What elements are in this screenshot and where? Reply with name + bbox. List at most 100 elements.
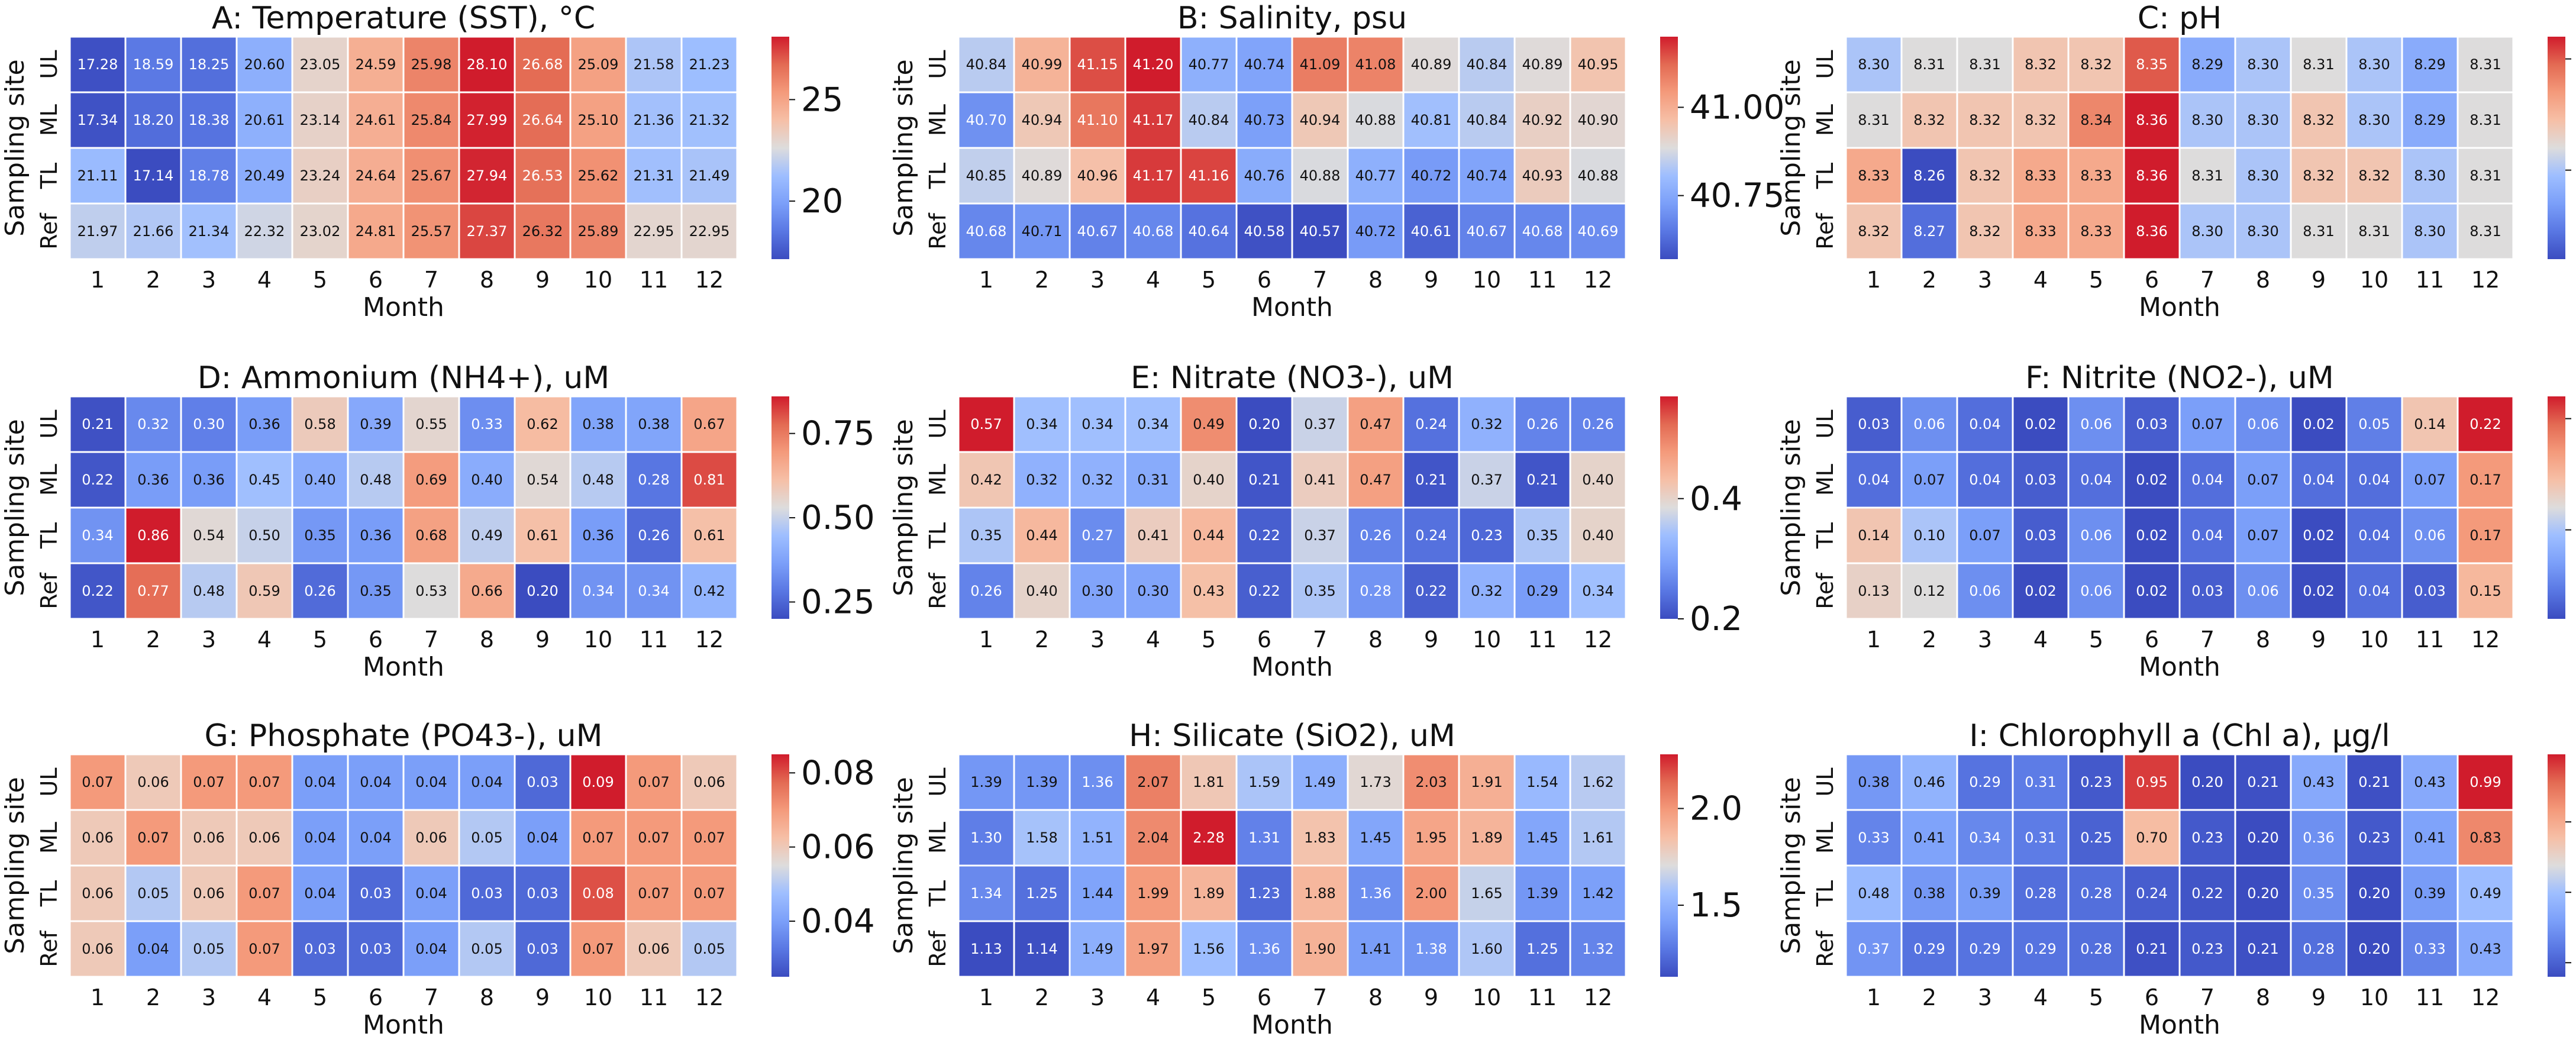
heatmap-cell — [625, 562, 683, 620]
cell-value-label: 1.14 — [1026, 941, 1057, 957]
heatmap-cell — [1180, 753, 1238, 811]
heatmap-cell — [124, 202, 182, 260]
heatmap-cell — [2401, 395, 2459, 453]
y-tick-label: ML — [1812, 464, 1838, 496]
x-tick-label: 7 — [2200, 267, 2215, 293]
y-tick-label: Ref — [1812, 212, 1838, 250]
cell-value-label: 40.76 — [1244, 167, 1285, 184]
x-axis-label: Month — [1251, 1010, 1333, 1040]
heatmap-cell — [1235, 562, 1293, 620]
cell-value-label: 20.49 — [244, 167, 285, 184]
y-axis-label: Sampling site — [1776, 59, 1806, 236]
cell-value-label: 24.59 — [356, 56, 396, 73]
heatmap-cell — [1900, 91, 1958, 149]
heatmap-cell — [1291, 506, 1349, 564]
cell-value-label: 0.04 — [304, 774, 335, 790]
cell-value-label: 1.81 — [1193, 774, 1224, 790]
heatmap-cell — [402, 395, 460, 453]
panel-title: F: Nitrite (NO2-), uM — [2025, 360, 2334, 396]
cell-value-label: 25.67 — [411, 167, 452, 184]
heatmap-cell — [291, 920, 349, 978]
cell-value-label: 0.03 — [360, 941, 391, 957]
heatmap-cell — [402, 864, 460, 922]
cell-value-label: 22.95 — [689, 223, 730, 240]
x-tick-label: 7 — [424, 984, 438, 1011]
x-tick-label: 8 — [1368, 984, 1383, 1011]
cell-value-label: 1.58 — [1026, 829, 1057, 846]
cell-value-label: 0.86 — [137, 527, 169, 544]
heatmap-cell — [2290, 451, 2348, 509]
cell-value-label: 1.51 — [1082, 829, 1113, 846]
cell-value-label: 17.14 — [133, 167, 174, 184]
heatmap-cell — [2123, 91, 2181, 149]
heatmap-cell — [2401, 864, 2459, 922]
heatmap-cell — [1845, 920, 1903, 978]
heatmap-cell — [625, 753, 683, 811]
cell-value-label: 0.07 — [638, 774, 669, 790]
cell-value-label: 0.20 — [2247, 829, 2278, 846]
cell-value-label: 41.16 — [1189, 167, 1229, 184]
heatmap-cell — [2067, 147, 2125, 205]
heatmap-cell — [1291, 562, 1349, 620]
cell-value-label: 0.07 — [248, 941, 280, 957]
heatmap-cell — [180, 562, 238, 620]
cell-value-label: 1.65 — [1471, 885, 1502, 902]
panel-title: H: Silicate (SiO2), uM — [1129, 718, 1455, 754]
cell-value-label: 0.59 — [248, 583, 280, 599]
cell-value-label: 0.30 — [1082, 583, 1113, 599]
heatmap-cell — [2012, 809, 2070, 867]
cell-value-label: 0.38 — [1913, 885, 1945, 902]
cell-value-label: 0.02 — [2136, 583, 2167, 599]
cell-value-label: 1.95 — [1415, 829, 1447, 846]
cell-value-label: 21.31 — [634, 167, 674, 184]
y-tick-label: TL — [1812, 880, 1838, 907]
heatmap-cell — [569, 395, 627, 453]
cell-value-label: 18.38 — [189, 112, 230, 128]
heatmap-cell — [680, 91, 738, 149]
heatmap-cell — [1458, 506, 1516, 564]
cell-value-label: 0.03 — [360, 885, 391, 902]
cell-value-label: 1.56 — [1193, 941, 1224, 957]
cell-value-label: 0.04 — [2358, 472, 2390, 488]
cell-value-label: 0.04 — [415, 885, 447, 902]
cell-value-label: 0.31 — [1137, 472, 1168, 488]
cell-value-label: 0.28 — [2080, 885, 2112, 902]
cell-value-label: 0.34 — [1082, 416, 1113, 432]
cell-value-label: 25.98 — [411, 56, 452, 73]
cell-value-label: 1.59 — [1248, 774, 1280, 790]
x-tick-label: 11 — [1528, 984, 1557, 1011]
cell-value-label: 0.03 — [527, 941, 558, 957]
cell-value-label: 0.20 — [2247, 885, 2278, 902]
cell-value-label: 0.83 — [2470, 829, 2501, 846]
heatmap-cell — [458, 864, 516, 922]
cell-value-label: 0.95 — [2136, 774, 2167, 790]
cell-value-label: 17.34 — [78, 112, 118, 128]
x-tick-label: 5 — [313, 627, 327, 653]
cell-value-label: 40.88 — [1300, 167, 1341, 184]
cell-value-label: 40.99 — [1022, 56, 1063, 73]
cell-value-label: 21.11 — [78, 167, 118, 184]
cell-value-label: 0.34 — [1969, 829, 2000, 846]
cell-value-label: 8.32 — [2303, 112, 2334, 128]
heatmap-cell — [2178, 506, 2236, 564]
heatmap-cell — [291, 506, 349, 564]
cell-value-label: 40.67 — [1077, 223, 1118, 240]
heatmap-cell — [458, 395, 516, 453]
cell-value-label: 0.29 — [1526, 583, 1558, 599]
cell-value-label: 0.03 — [304, 941, 335, 957]
panel-e: E: Nitrate (NO3-), uM 0.57 0.34 0.34 0.34 0.4… — [889, 360, 1742, 682]
heatmap-cell — [2290, 202, 2348, 260]
x-tick-label: 10 — [1473, 627, 1501, 653]
x-tick-label: 9 — [535, 984, 550, 1011]
cell-value-label: 0.06 — [82, 941, 113, 957]
cell-value-label: 0.38 — [582, 416, 614, 432]
x-axis-label: Month — [2139, 652, 2220, 682]
heatmap-cell — [2456, 202, 2514, 260]
cell-value-label: 23.02 — [300, 223, 341, 240]
cell-value-label: 0.30 — [1137, 583, 1168, 599]
x-tick-label: 11 — [640, 267, 668, 293]
heatmap-cell — [2012, 864, 2070, 922]
heatmap-cell — [69, 562, 127, 620]
heatmap-cell — [680, 202, 738, 260]
cell-value-label: 8.31 — [2470, 223, 2501, 240]
